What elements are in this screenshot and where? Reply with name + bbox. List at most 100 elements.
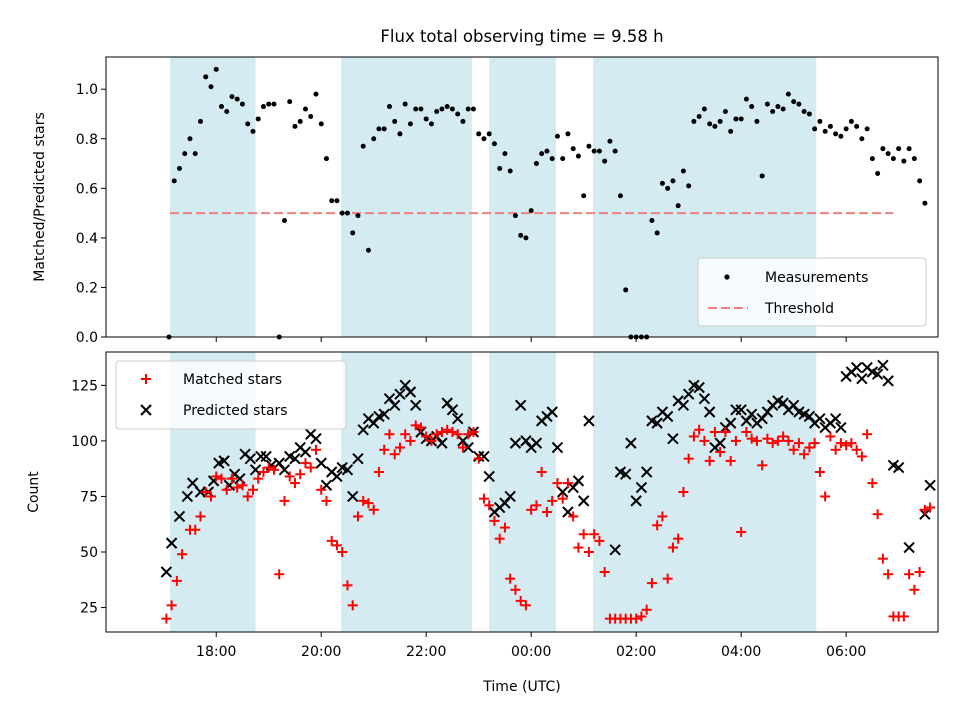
matched-point (820, 491, 831, 502)
predicted-point (255, 450, 267, 463)
ratio-points (166, 66, 928, 340)
x-tick-label: 22:00 (406, 644, 446, 660)
matched-point (221, 484, 232, 495)
ratio-point (539, 151, 545, 157)
ratio-point (507, 168, 513, 174)
ratio-point (171, 178, 177, 184)
ratio-point (612, 148, 618, 154)
legend-matched-plus (141, 374, 151, 384)
matched-point (321, 495, 332, 506)
ratio-point (392, 118, 398, 124)
matched-point (762, 433, 773, 444)
ratio-point (397, 131, 403, 137)
ratio-point (565, 131, 571, 137)
top-x-ticks (215, 337, 847, 342)
bottom-legend: Matched stars Predicted stars (115, 360, 347, 430)
ratio-point (759, 173, 765, 179)
ratio-point (203, 74, 209, 80)
legend-threshold-label: Threshold (764, 301, 834, 317)
predicted-point (530, 437, 543, 449)
ratio-point (523, 235, 529, 241)
legend-matched-marker (141, 374, 151, 384)
matched-point (804, 442, 815, 453)
matched-point (363, 498, 374, 509)
ratio-point (707, 121, 713, 127)
ratio-point (722, 109, 728, 115)
matched-point (289, 478, 300, 489)
matched-point (384, 429, 395, 440)
ratio-point (350, 230, 356, 236)
matched-point (247, 484, 258, 495)
matched-point (510, 584, 521, 595)
ratio-point (869, 156, 875, 162)
x-axis-label: Time (UTC) (482, 679, 560, 695)
matched-point (442, 424, 453, 435)
matched-point (316, 484, 327, 495)
predicted-point (562, 506, 574, 518)
predicted-point (903, 541, 915, 554)
ratio-point (880, 146, 886, 152)
matched-point (352, 511, 363, 522)
matched-point (177, 549, 188, 560)
predicted-point (892, 461, 905, 474)
predicted-point (724, 417, 737, 429)
matched-point (673, 533, 684, 544)
chart-title: Flux total observing time = 9.58 h (380, 27, 663, 46)
matched-point (662, 573, 673, 584)
predicted-point (787, 399, 800, 412)
ratio-point (355, 213, 361, 219)
matched-point (373, 467, 384, 477)
ratio-point (439, 106, 445, 112)
predicted-point (740, 415, 753, 427)
x-tick-label: 04:00 (721, 644, 761, 660)
matched-point (166, 600, 177, 611)
matched-point (426, 435, 437, 446)
ratio-point (843, 126, 849, 132)
ratio-point (607, 138, 613, 144)
ratio-point (838, 133, 844, 139)
ratio-point (680, 168, 686, 174)
predicted-point (730, 404, 742, 416)
predicted-point (273, 457, 285, 469)
ratio-point (502, 151, 508, 157)
ratio-point (911, 156, 917, 162)
ratio-point (329, 198, 335, 204)
predicted-point (173, 510, 186, 523)
ratio-point (864, 126, 870, 132)
ratio-point (371, 136, 377, 142)
bottom-panel: 25 50 75 100 125 18:00 20:00 22:00 00:00 02:00 04… (26, 351, 939, 695)
matched-point (877, 553, 888, 564)
count-points (160, 359, 936, 624)
predicted-point (446, 404, 459, 416)
matched-point (741, 427, 752, 437)
matched-point (720, 427, 731, 437)
matched-point (342, 580, 353, 591)
ratio-point (418, 106, 424, 112)
matched-point (856, 451, 867, 462)
matched-point (447, 427, 458, 437)
bottom-y-axis-label: Count (26, 471, 42, 513)
ratio-point (512, 213, 518, 219)
ratio-point (738, 116, 744, 122)
matched-point (799, 449, 810, 460)
matched-point (757, 460, 768, 471)
matched-point (232, 482, 243, 493)
matched-point (347, 600, 358, 611)
ratio-point (812, 126, 818, 132)
ratio-point (906, 146, 912, 152)
ratio-point (854, 123, 860, 129)
matched-point (841, 440, 852, 451)
top-panel: 0.0 0.2 0.4 0.6 0.8 1.0 Matched/Predicted sta… (32, 56, 939, 346)
predicted-point (383, 392, 396, 405)
predicted-point (514, 399, 527, 412)
matched-point (274, 569, 285, 580)
matched-point (520, 600, 531, 611)
matched-point (310, 444, 321, 455)
matched-point (767, 438, 778, 449)
matched-point (436, 427, 447, 437)
matched-point (898, 611, 909, 622)
matched-point (751, 435, 762, 446)
ratio-point (791, 99, 797, 105)
y-tick-label: 0.8 (76, 132, 98, 148)
matched-point (253, 473, 264, 484)
